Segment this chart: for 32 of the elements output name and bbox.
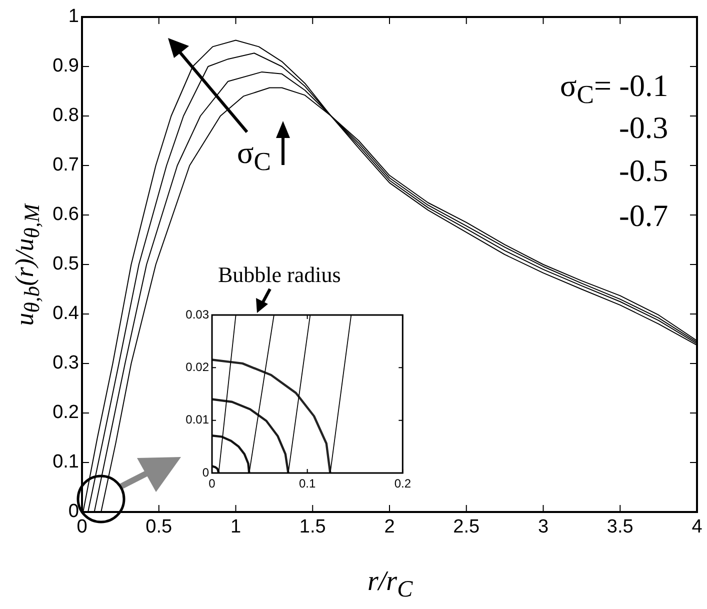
x-tick-label: 1 (230, 516, 242, 538)
y-tick-label: 0.7 (52, 154, 79, 176)
x-tick-label: 3.5 (606, 516, 634, 538)
x-tick-label: 4 (692, 516, 703, 538)
x-tick-label: 0.2 (394, 476, 412, 491)
annotation: σ$_{C}$= -0.1 (560, 68, 668, 110)
x-tick-label: 2.5 (453, 516, 480, 538)
y-tick-label: 0.8 (52, 105, 79, 126)
x-tick-label: 1.5 (299, 516, 326, 538)
y-tick-label: 0 (202, 465, 210, 480)
y-tick-label: 0.2 (52, 402, 79, 424)
y-tick-label: 0.02 (186, 360, 210, 374)
annotation: σ$_{C}$ (237, 135, 271, 176)
annotation: -0.7 (619, 198, 668, 233)
annotation: Bubble radius (218, 262, 341, 287)
y-tick-label: 0.3 (52, 352, 79, 374)
x-tick-label: 0.5 (146, 516, 172, 538)
x-tick-label: 3 (538, 516, 549, 538)
y-tick-label: 0.03 (186, 307, 210, 322)
y-tick-label: 0.9 (52, 56, 79, 77)
y-tick-label: 1 (68, 6, 79, 28)
y-tick-label: 0.1 (52, 452, 79, 473)
annotation: -0.3 (619, 110, 668, 145)
y-tick-label: 0.01 (186, 412, 210, 427)
annotation: -0.5 (619, 153, 668, 188)
y-tick-label: 0.6 (52, 204, 79, 226)
y-tick-label: 0.4 (52, 303, 80, 324)
x-tick-label: 0.1 (298, 476, 316, 491)
x-axis-title: r/r$_{C}$ (368, 566, 413, 603)
x-tick-label: 2 (384, 516, 395, 538)
y-tick-label: 0.5 (52, 254, 79, 275)
y-tick-label: 0 (68, 501, 79, 522)
